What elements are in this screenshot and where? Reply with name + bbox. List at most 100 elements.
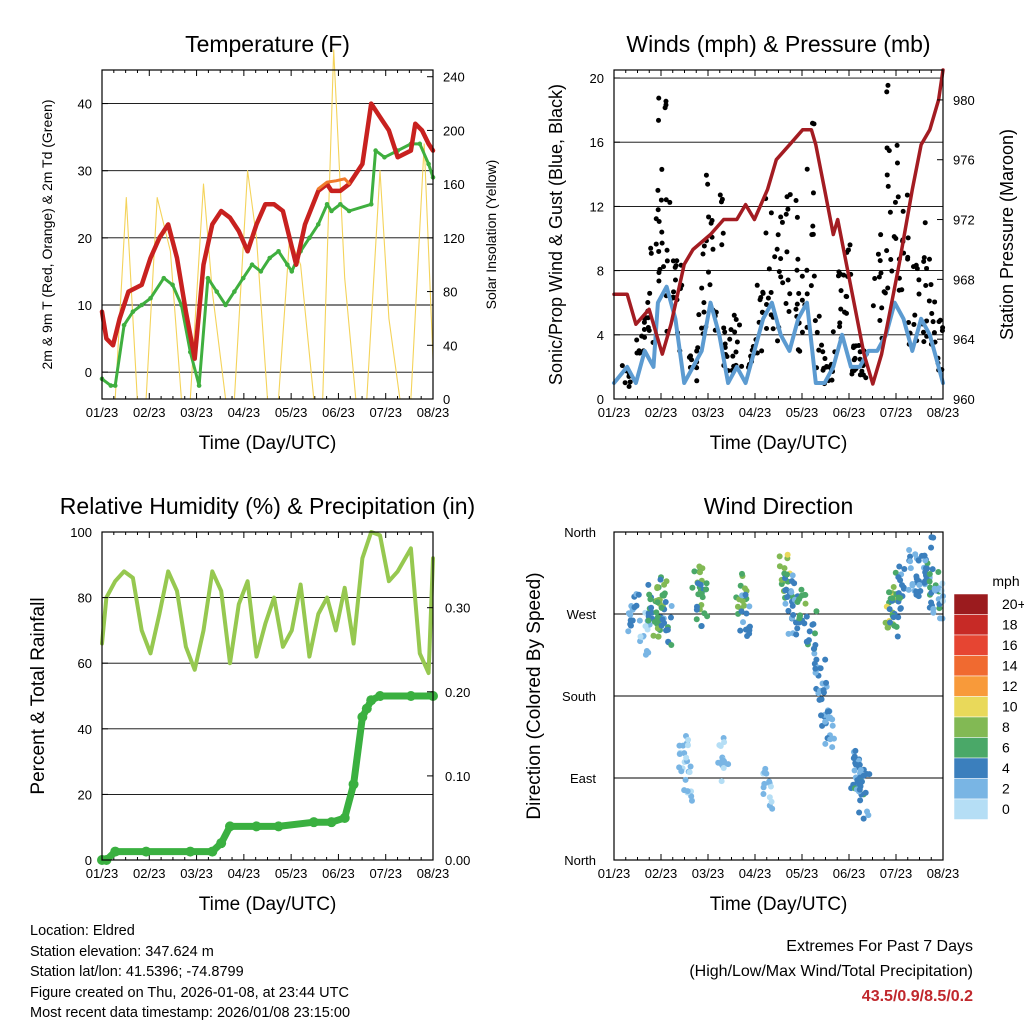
colorbar-label: 18 — [1002, 617, 1018, 633]
gust-point — [664, 258, 670, 264]
direction-point — [927, 584, 934, 591]
x-tick-label: 02/23 — [133, 866, 166, 881]
gust-point — [724, 353, 730, 359]
colorbar-label: 20+ — [1002, 596, 1024, 612]
direction-point — [827, 736, 834, 743]
direction-point — [802, 600, 809, 607]
gust-point — [838, 288, 844, 294]
gust-point — [922, 220, 928, 226]
y-right-tick-label: 968 — [953, 272, 975, 287]
gust-point — [799, 329, 805, 335]
gust-point — [892, 199, 898, 205]
gust-point — [924, 318, 930, 324]
gust-point — [905, 256, 911, 262]
direction-point — [788, 589, 795, 596]
temperature-9m-line — [316, 177, 351, 191]
direction-point — [685, 736, 692, 743]
y-tick-label: 16 — [590, 135, 604, 150]
plot-frame — [101, 69, 434, 400]
direction-point — [648, 604, 655, 611]
colorbar-swatch — [953, 798, 989, 820]
direction-point — [785, 630, 792, 637]
direction-point — [852, 747, 859, 754]
colorbar-label: 4 — [1002, 760, 1010, 776]
direction-point — [743, 610, 750, 617]
direction-point — [637, 633, 644, 640]
y-tick-label: 0 — [85, 853, 92, 868]
gust-point — [768, 290, 774, 296]
direction-point — [776, 563, 783, 570]
dewpoint-point — [368, 201, 374, 207]
gust-point — [794, 301, 800, 307]
gust-point — [657, 266, 663, 272]
direction-point — [721, 758, 728, 765]
direction-point — [693, 606, 700, 613]
direction-point — [746, 627, 753, 634]
gust-point — [739, 363, 745, 369]
direction-point — [801, 620, 808, 627]
gust-point — [916, 291, 922, 297]
y-tick-label: 20 — [78, 787, 92, 802]
gust-point — [727, 336, 733, 342]
direction-point — [691, 568, 698, 575]
gust-point — [757, 297, 763, 303]
direction-point — [769, 805, 776, 812]
gust-point — [637, 350, 643, 356]
gust-point — [921, 255, 927, 261]
direction-point — [926, 578, 933, 585]
gust-point — [733, 316, 739, 322]
direction-point — [737, 627, 744, 634]
direction-point — [829, 744, 836, 751]
x-tick-label: 07/23 — [880, 866, 913, 881]
dewpoint-point — [285, 262, 290, 268]
gust-point — [920, 329, 926, 335]
dewpoint-line — [100, 142, 435, 388]
x-tick-label: 06/23 — [833, 866, 866, 881]
gust-point — [924, 265, 930, 271]
y-tick-label: 10 — [78, 298, 92, 313]
direction-point — [746, 603, 753, 610]
gust-point — [696, 312, 702, 318]
gust-point — [663, 98, 669, 104]
direction-point — [909, 582, 916, 589]
dewpoint-point — [338, 201, 343, 207]
y-right-axis-label: Station Pressure (Maroon) — [997, 129, 1017, 340]
gust-point — [926, 298, 932, 304]
direction-point — [860, 815, 867, 822]
direction-point — [915, 593, 922, 600]
gust-point — [928, 282, 934, 288]
extremes-box: Extremes For Past 7 Days (High/Low/Max W… — [689, 934, 973, 1009]
gust-point — [787, 192, 793, 198]
dewpoint-point — [307, 235, 312, 241]
x-tick-label: 07/23 — [369, 866, 402, 881]
y-right-tick-label: 964 — [953, 332, 975, 347]
y-right-tick-label: 972 — [953, 213, 975, 228]
gust-point — [775, 232, 781, 238]
direction-point — [784, 551, 791, 558]
gust-point — [656, 248, 662, 254]
gust-point — [722, 329, 728, 335]
direction-point — [689, 584, 696, 591]
gust-point — [705, 181, 711, 187]
created-text: Figure created on Thu, 2026-01-08, at 23… — [30, 984, 349, 1001]
extremes-title: Extremes For Past 7 Days — [786, 938, 973, 955]
gust-point — [699, 285, 705, 291]
direction-point — [645, 581, 652, 588]
y-right-tick-label: 80 — [443, 285, 457, 300]
gust-point — [841, 272, 847, 278]
precipitation-point — [251, 821, 262, 832]
gust-point — [720, 230, 726, 236]
humidity-line — [100, 530, 435, 675]
direction-point — [682, 776, 689, 783]
direction-point — [676, 751, 683, 758]
precipitation-point — [216, 838, 227, 849]
colorbar-swatch — [953, 716, 989, 738]
direction-point — [720, 765, 727, 772]
gust-point — [783, 300, 789, 306]
gust-point — [939, 328, 945, 334]
dewpoint-point — [249, 262, 255, 268]
direction-point — [698, 590, 705, 597]
precipitation-line — [98, 692, 437, 864]
direction-point — [696, 569, 703, 576]
gust-point — [667, 199, 673, 205]
